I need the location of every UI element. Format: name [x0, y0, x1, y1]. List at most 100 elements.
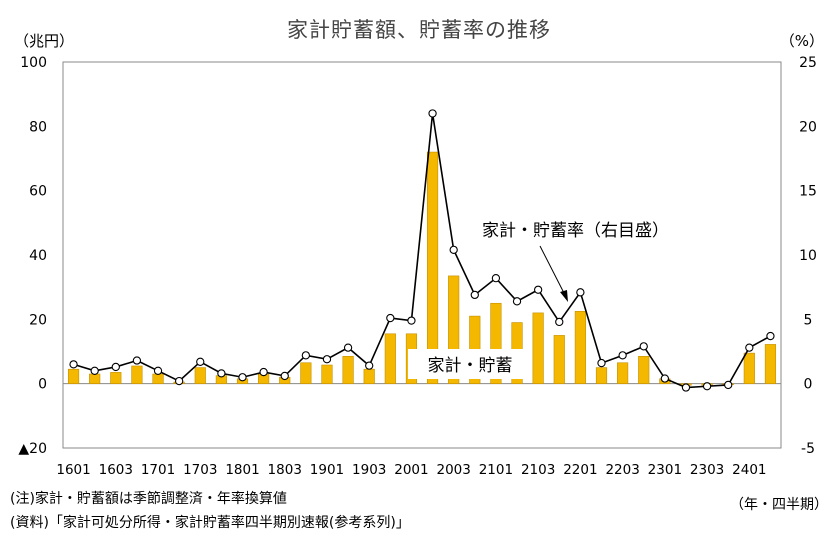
- x-axis-unit: （年・四半期）: [730, 497, 828, 513]
- left-tick-label: 0: [38, 377, 47, 393]
- x-tick-label: 2203: [605, 462, 639, 478]
- rate-point: [597, 358, 606, 368]
- rate-point: [639, 342, 648, 351]
- bar: [300, 362, 312, 384]
- rate-point: [111, 362, 120, 372]
- rate-point: [745, 343, 754, 352]
- rate-point: [259, 367, 268, 377]
- bar: [426, 151, 439, 384]
- bar: [110, 372, 122, 384]
- rate-point: [90, 366, 99, 375]
- bar-label-box: [408, 349, 532, 379]
- rate-point: [533, 285, 543, 294]
- rate-point: [766, 331, 775, 341]
- bar: [321, 364, 333, 384]
- x-tick-label: 2103: [521, 462, 555, 478]
- x-tick-label: 2301: [648, 462, 682, 478]
- rate-point: [470, 290, 479, 300]
- bar: [764, 344, 777, 384]
- right-tick-label: -5: [801, 441, 815, 457]
- bar: [342, 356, 354, 384]
- rate-point: [681, 383, 691, 392]
- x-tick-label: 1903: [352, 462, 386, 478]
- rate-point: [724, 380, 733, 390]
- bar: [89, 373, 101, 384]
- x-tick-label: 2003: [436, 462, 470, 478]
- x-tick-label: 1601: [56, 462, 90, 478]
- x-tick-label: 1603: [99, 462, 133, 478]
- x-tick-label: 1801: [225, 462, 259, 478]
- left-tick-label: 80: [29, 119, 47, 135]
- rate-point: [555, 317, 564, 327]
- rate-point: [174, 376, 184, 386]
- bar: [384, 333, 396, 384]
- bar: [194, 367, 206, 384]
- rate-point: [301, 351, 311, 360]
- rate-point: [618, 351, 627, 360]
- rate-point: [491, 274, 501, 283]
- rate-point: [365, 361, 374, 370]
- rate-point: [153, 366, 163, 375]
- left-axis-unit: （兆円）: [14, 32, 75, 50]
- bar: [448, 275, 460, 384]
- right-axis-unit: （%）: [779, 32, 824, 50]
- bar: [152, 373, 164, 384]
- rate-point: [407, 316, 416, 325]
- left-tick-label: 100: [20, 55, 47, 71]
- rate-point: [576, 288, 585, 297]
- bar: [490, 302, 502, 384]
- rate-point: [196, 357, 205, 366]
- x-tick-label: 2001: [394, 462, 428, 478]
- bar: [638, 356, 650, 384]
- rate-point: [238, 373, 247, 382]
- note-line: (注)家計・貯蓄額は季節調整済・年率換算値: [10, 491, 287, 507]
- savings-rate-line: [73, 113, 771, 389]
- line-series-label: 家計・貯蓄率（右目盛）: [482, 221, 669, 241]
- annotation-arrow-line: [539, 245, 566, 296]
- bar: [743, 352, 755, 384]
- x-tick-label: 1701: [141, 462, 175, 478]
- x-tick-label: 2101: [479, 462, 513, 478]
- left-tick-label: 20: [29, 312, 47, 328]
- rate-point: [322, 355, 332, 364]
- rate-point: [512, 297, 522, 306]
- x-tick-label: 1703: [183, 462, 217, 478]
- right-tick-label: 0: [804, 377, 813, 393]
- rate-point: [132, 356, 142, 365]
- rate-point: [428, 109, 437, 118]
- right-tick-label: 5: [804, 312, 813, 328]
- x-tick-label: 1803: [268, 462, 302, 478]
- rate-point: [217, 369, 226, 378]
- bar: [553, 335, 565, 384]
- right-tick-label: 20: [799, 119, 817, 135]
- bar: [617, 362, 629, 384]
- left-tick-label: 60: [29, 184, 47, 200]
- rate-point: [702, 382, 712, 391]
- bar: [131, 365, 143, 384]
- right-tick-label: 25: [799, 55, 817, 71]
- rate-point: [660, 374, 670, 383]
- x-tick-label: 1901: [310, 462, 344, 478]
- bar: [532, 312, 544, 384]
- left-tick-label: 40: [29, 248, 47, 264]
- rate-point: [69, 360, 78, 369]
- rate-point: [280, 371, 289, 381]
- bar: [363, 368, 375, 384]
- right-tick-label: 15: [799, 184, 817, 200]
- x-tick-label: 2303: [690, 462, 724, 478]
- left-tick-label: ▲20: [18, 441, 47, 457]
- bar-series-label: 家計・貯蓄: [428, 356, 513, 376]
- chart-title: 家計貯蓄額、貯蓄率の推移: [287, 18, 551, 42]
- x-tick-label: 2401: [732, 462, 766, 478]
- plot-frame: [62, 61, 782, 449]
- right-tick-label: 10: [799, 248, 817, 264]
- bar: [67, 368, 80, 384]
- bar: [595, 367, 608, 384]
- source-line: (資料)「家計可処分所得・家計貯蓄率四半期別速報(参考系列)」: [10, 515, 410, 531]
- rate-point: [449, 245, 458, 255]
- rate-point: [343, 343, 353, 352]
- x-tick-label: 2201: [563, 462, 597, 478]
- bar: [574, 310, 586, 384]
